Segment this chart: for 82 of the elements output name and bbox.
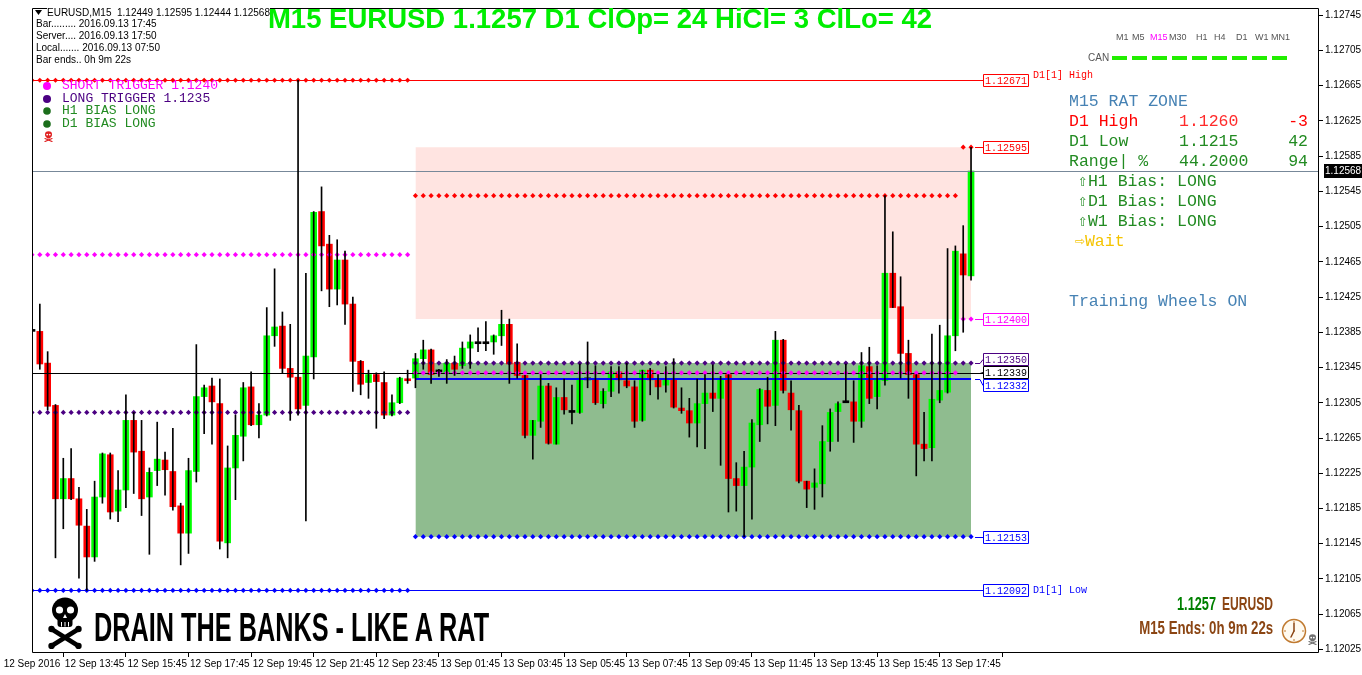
annotation: 94 bbox=[1288, 151, 1308, 172]
x-tick-label: 12 Sep 2016 bbox=[3, 657, 61, 669]
x-tick-label: 12 Sep 21:45 bbox=[315, 657, 376, 669]
y-tick-label: 1.12105 bbox=[1325, 572, 1362, 584]
annotation: EURUSD bbox=[1222, 593, 1274, 615]
x-tick-label: 12 Sep 19:45 bbox=[252, 657, 313, 669]
annotation: M1 bbox=[1116, 31, 1129, 43]
x-tick-label: 12 Sep 15:45 bbox=[127, 657, 188, 669]
annotation: MN1 bbox=[1271, 31, 1291, 43]
chart-subtitle: EURUSD,M15 1.12449 1.12595 1.12444 1.12568 bbox=[47, 6, 270, 19]
y-tick-label: 1.12425 bbox=[1325, 290, 1362, 302]
annotation: CAN bbox=[1088, 52, 1110, 64]
annotation: M30 bbox=[1169, 31, 1187, 43]
annotation: 1.1260 bbox=[1179, 111, 1239, 132]
annotation: 1.1257 bbox=[1177, 593, 1217, 615]
annotation: -3 bbox=[1288, 111, 1308, 132]
x-tick-label: 13 Sep 01:45 bbox=[440, 657, 501, 669]
y-tick-label: 1.12345 bbox=[1325, 361, 1362, 373]
y-tick-label: 1.12065 bbox=[1325, 607, 1362, 619]
annotation: D1 bbox=[1236, 31, 1248, 43]
x-tick-label: 13 Sep 07:45 bbox=[628, 657, 689, 669]
y-tick-label: 1.12705 bbox=[1325, 44, 1362, 56]
annotation: 1.12350 bbox=[985, 354, 1028, 366]
ref-line-label: 1.12092 bbox=[985, 585, 1028, 597]
y-tick-label: 1.12025 bbox=[1325, 643, 1362, 655]
x-tick-label: 12 Sep 23:45 bbox=[377, 657, 438, 669]
y-tick-label: 1.12505 bbox=[1325, 220, 1362, 232]
y-tick-label: 1.12568 bbox=[1325, 164, 1362, 176]
ref-line-label: 1.12671 bbox=[985, 75, 1028, 87]
y-tick-label: 1.12305 bbox=[1325, 396, 1362, 408]
annotation: 1.12400 bbox=[985, 314, 1028, 326]
annotation: 1.1215 bbox=[1179, 131, 1239, 152]
y-tick-label: 1.12185 bbox=[1325, 502, 1362, 514]
y-tick-label: 1.12545 bbox=[1325, 185, 1362, 197]
annotation: H1 bbox=[1196, 31, 1208, 43]
y-tick-label: 1.12625 bbox=[1325, 114, 1362, 126]
annotation: 1.12153 bbox=[985, 532, 1028, 544]
annotation: M15 Ends: 0h 9m 22s bbox=[1138, 617, 1273, 639]
annotation: ⇧H1 Bias: LONG bbox=[1078, 171, 1217, 192]
x-tick-label: 13 Sep 03:45 bbox=[503, 657, 563, 669]
annotation: 44.2000 bbox=[1179, 151, 1249, 172]
y-tick-label: 1.12385 bbox=[1325, 326, 1362, 338]
annotation: 42 bbox=[1288, 131, 1308, 152]
annotation: H4 bbox=[1214, 31, 1226, 43]
annotation: M5 bbox=[1132, 31, 1145, 43]
annotation: Training Wheels ON bbox=[1069, 291, 1248, 312]
y-tick-label: 1.12745 bbox=[1325, 8, 1362, 20]
annotation: ⇧W1 Bias: LONG bbox=[1078, 211, 1217, 232]
annotation: D1[1] High bbox=[1033, 69, 1094, 82]
legend-label: SHORT TRIGGER 1.1240 bbox=[62, 78, 219, 93]
y-tick-label: 1.12465 bbox=[1325, 255, 1362, 267]
annotation: Bar ends.. 0h 9m 22s bbox=[36, 54, 132, 66]
x-tick-label: 13 Sep 09:45 bbox=[690, 657, 751, 669]
annotation: Range| % bbox=[1069, 151, 1149, 172]
annotation: DRAIN THE BANKS - LIKE A RAT bbox=[94, 604, 490, 650]
annotation: Local....... 2016.09.13 07:50 bbox=[36, 42, 160, 54]
x-tick-label: 12 Sep 13:45 bbox=[64, 657, 125, 669]
y-tick-label: 1.12225 bbox=[1325, 467, 1362, 478]
ref-line-label: 1.12339 bbox=[985, 367, 1028, 379]
y-tick-label: 1.12665 bbox=[1325, 79, 1362, 91]
x-tick-label: 13 Sep 13:45 bbox=[816, 657, 877, 669]
x-tick-label: 12 Sep 17:45 bbox=[190, 657, 250, 669]
annotation: ⇧D1 Bias: LONG bbox=[1078, 191, 1217, 212]
x-tick-label: 13 Sep 05:45 bbox=[565, 657, 626, 669]
annotation: Server.... 2016.09.13 17:50 bbox=[36, 30, 157, 42]
x-tick-label: 13 Sep 11:45 bbox=[753, 657, 814, 669]
annotation: D1 Low bbox=[1069, 131, 1129, 152]
y-tick-label: 1.12585 bbox=[1325, 149, 1362, 161]
annotation: ⇨Wait bbox=[1075, 231, 1125, 252]
y-tick-label: 1.12265 bbox=[1325, 431, 1362, 443]
annotation: D1 High bbox=[1069, 111, 1139, 132]
annotation: D1[1] Low bbox=[1033, 584, 1088, 597]
y-tick-label: 1.12145 bbox=[1325, 537, 1362, 549]
annotation: Bar......... 2016.09.13 17:45 bbox=[36, 18, 157, 30]
x-tick-label: 13 Sep 15:45 bbox=[878, 657, 939, 669]
annotation: 1.12595 bbox=[985, 142, 1028, 154]
annotation: W1 bbox=[1255, 31, 1269, 43]
annotation: D1 BIAS LONG bbox=[62, 115, 156, 132]
annotation: M15 RAT ZONE bbox=[1069, 91, 1188, 112]
annotation: M15 bbox=[1150, 31, 1168, 43]
annotation: 1.12332 bbox=[985, 380, 1028, 392]
x-tick-label: 13 Sep 17:45 bbox=[941, 657, 1002, 669]
